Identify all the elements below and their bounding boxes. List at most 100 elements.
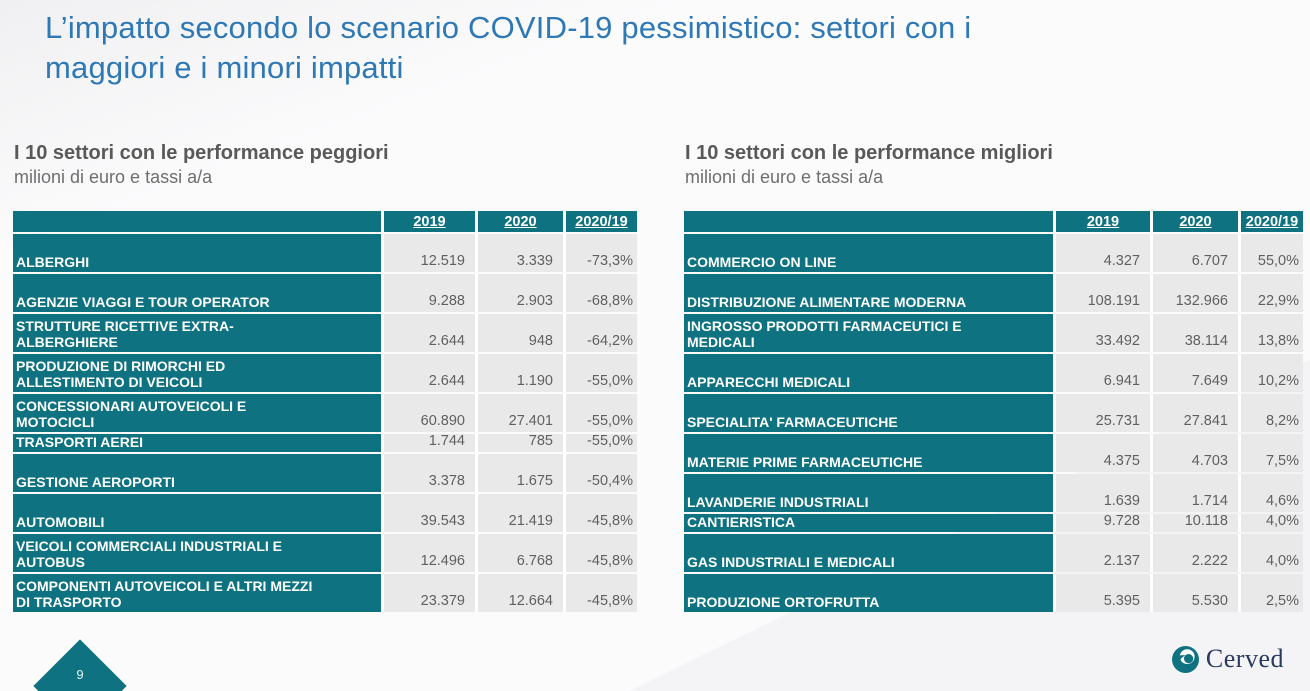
sector-name: AGENZIE VIAGGI E TOUR OPERATOR <box>13 274 381 312</box>
table-row: CANTIERISTICA 9.728 10.118 4,0% <box>684 513 1303 532</box>
value-2019: 9.288 <box>381 274 475 312</box>
sector-name: GAS INDUSTRIALI E MEDICALI <box>684 534 1053 572</box>
value-pct: 4,0% <box>1238 534 1303 572</box>
best-performers-panel: I 10 settori con le performance migliori… <box>684 141 1303 614</box>
value-pct: 10,2% <box>1238 354 1303 392</box>
value-2019: 5.395 <box>1053 574 1150 612</box>
value-2019: 6.941 <box>1053 354 1150 392</box>
header-2019: 2019 <box>381 211 475 232</box>
sector-name: GESTIONE AEROPORTI <box>13 454 381 492</box>
worst-performers-table: 2019 2020 2020/19 ALBERGHI 12.519 3.339 … <box>13 211 637 612</box>
value-pct: -45,8% <box>563 494 637 532</box>
table-row: TRASPORTI AEREI 1.744 785 -55,0% <box>13 433 637 452</box>
table-row: AGENZIE VIAGGI E TOUR OPERATOR 9.288 2.9… <box>13 274 637 312</box>
table-row: CONCESSIONARI AUTOVEICOLI E MOTOCICLI 60… <box>13 394 637 432</box>
value-2020: 12.664 <box>475 574 563 612</box>
header-sector-cell <box>13 211 381 232</box>
sector-name: TRASPORTI AEREI <box>13 434 381 452</box>
value-2019: 33.492 <box>1053 314 1150 352</box>
header-2020-19: 2020/19 <box>1238 211 1303 232</box>
value-2019: 9.728 <box>1053 513 1150 532</box>
header-2019: 2019 <box>1053 211 1150 232</box>
value-pct: 55,0% <box>1238 234 1303 272</box>
sector-name: LAVANDERIE INDUSTRIALI <box>684 474 1053 512</box>
table-row: DISTRIBUZIONE ALIMENTARE MODERNA 108.191… <box>684 274 1303 312</box>
sector-name: COMMERCIO ON LINE <box>684 234 1053 272</box>
value-2020: 2.222 <box>1150 534 1238 572</box>
value-2019: 3.378 <box>381 454 475 492</box>
table-row: STRUTTURE RICETTIVE EXTRA- ALBERGHIERE 2… <box>13 314 637 352</box>
value-2019: 2.644 <box>381 354 475 392</box>
value-2020: 27.401 <box>475 394 563 432</box>
table-row: COMMERCIO ON LINE 4.327 6.707 55,0% <box>684 234 1303 272</box>
value-2019: 23.379 <box>381 574 475 612</box>
value-2020: 785 <box>475 433 563 452</box>
table-row: GESTIONE AEROPORTI 3.378 1.675 -50,4% <box>13 454 637 492</box>
sector-name: COMPONENTI AUTOVEICOLI E ALTRI MEZZI DI … <box>13 574 381 612</box>
header-2020-19: 2020/19 <box>563 211 637 232</box>
sector-name: PRODUZIONE DI RIMORCHI ED ALLESTIMENTO D… <box>13 354 381 392</box>
sector-name: INGROSSO PRODOTTI FARMACEUTICI E MEDICAL… <box>684 314 1053 352</box>
sector-name: DISTRIBUZIONE ALIMENTARE MODERNA <box>684 274 1053 312</box>
value-pct: 2,5% <box>1238 574 1303 612</box>
value-2020: 1.714 <box>1150 474 1238 512</box>
value-pct: -64,2% <box>563 314 637 352</box>
table-row: LAVANDERIE INDUSTRIALI 1.639 1.714 4,6% <box>684 474 1303 512</box>
table-row: VEICOLI COMMERCIALI INDUSTRIALI E AUTOBU… <box>13 534 637 572</box>
best-performers-heading: I 10 settori con le performance migliori <box>685 142 1053 164</box>
value-pct: -55,0% <box>563 433 637 452</box>
value-2020: 1.190 <box>475 354 563 392</box>
table-header-row: 2019 2020 2020/19 <box>684 211 1303 232</box>
table-row: PRODUZIONE DI RIMORCHI ED ALLESTIMENTO D… <box>13 354 637 392</box>
table-row: INGROSSO PRODOTTI FARMACEUTICI E MEDICAL… <box>684 314 1303 352</box>
value-pct: -45,8% <box>563 534 637 572</box>
best-performers-subheading: milioni di euro e tassi a/a <box>685 167 884 187</box>
table-row: PRODUZIONE ORTOFRUTTA 5.395 5.530 2,5% <box>684 574 1303 612</box>
worst-performers-subheading: milioni di euro e tassi a/a <box>14 167 213 187</box>
header-2020: 2020 <box>475 211 563 232</box>
best-performers-table: 2019 2020 2020/19 COMMERCIO ON LINE 4.32… <box>684 211 1303 612</box>
value-2020: 21.419 <box>475 494 563 532</box>
sector-name: AUTOMOBILI <box>13 494 381 532</box>
cerved-logo: Cerved <box>1171 644 1284 674</box>
sector-name: PRODUZIONE ORTOFRUTTA <box>684 574 1053 612</box>
table-row: GAS INDUSTRIALI E MEDICALI 2.137 2.222 4… <box>684 534 1303 572</box>
value-pct: 8,2% <box>1238 394 1303 432</box>
value-2019: 108.191 <box>1053 274 1150 312</box>
table-row: ALBERGHI 12.519 3.339 -73,3% <box>13 234 637 272</box>
slide-title: L’impatto secondo lo scenario COVID-19 p… <box>45 10 972 85</box>
sector-name: ALBERGHI <box>13 234 381 272</box>
worst-performers-panel: I 10 settori con le performance peggiori… <box>13 141 637 614</box>
value-2019: 12.519 <box>381 234 475 272</box>
value-pct: -68,8% <box>563 274 637 312</box>
value-2020: 27.841 <box>1150 394 1238 432</box>
sector-name: APPARECCHI MEDICALI <box>684 354 1053 392</box>
value-2020: 3.339 <box>475 234 563 272</box>
table-row: APPARECCHI MEDICALI 6.941 7.649 10,2% <box>684 354 1303 392</box>
value-pct: 4,0% <box>1238 513 1303 532</box>
value-2020: 132.966 <box>1150 274 1238 312</box>
worst-performers-heading: I 10 settori con le performance peggiori <box>14 142 389 164</box>
value-2019: 25.731 <box>1053 394 1150 432</box>
page-number-diamond <box>33 639 127 691</box>
value-pct: -55,0% <box>563 354 637 392</box>
value-pct: -55,0% <box>563 394 637 432</box>
value-2019: 12.496 <box>381 534 475 572</box>
value-2020: 10.118 <box>1150 513 1238 532</box>
sector-name: CANTIERISTICA <box>684 514 1053 532</box>
value-2019: 1.744 <box>381 433 475 452</box>
sector-name: VEICOLI COMMERCIALI INDUSTRIALI E AUTOBU… <box>13 534 381 572</box>
page-number: 9 <box>76 667 84 682</box>
table-row: MATERIE PRIME FARMACEUTICHE 4.375 4.703 … <box>684 434 1303 472</box>
value-2019: 39.543 <box>381 494 475 532</box>
header-sector-cell <box>684 211 1053 232</box>
value-2020: 7.649 <box>1150 354 1238 392</box>
value-2020: 948 <box>475 314 563 352</box>
table-row: COMPONENTI AUTOVEICOLI E ALTRI MEZZI DI … <box>13 574 637 612</box>
value-2020: 38.114 <box>1150 314 1238 352</box>
value-pct: 22,9% <box>1238 274 1303 312</box>
value-pct: -50,4% <box>563 454 637 492</box>
value-2019: 2.137 <box>1053 534 1150 572</box>
value-2020: 4.703 <box>1150 434 1238 472</box>
